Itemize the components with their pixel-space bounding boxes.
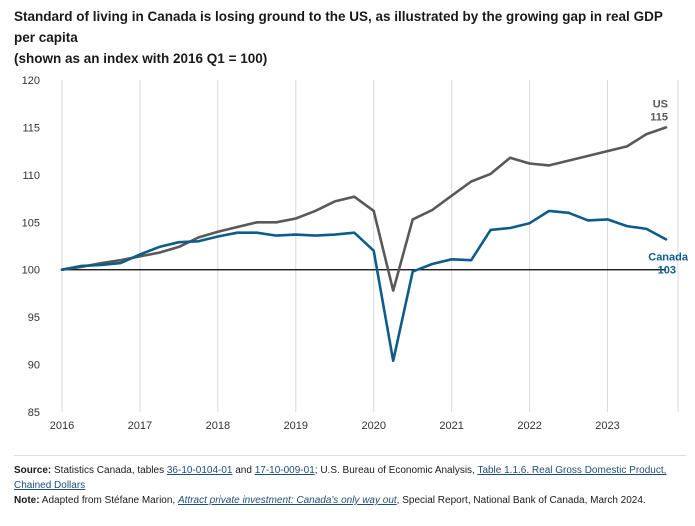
x-tick-label: 2017	[128, 420, 152, 432]
source-line: Source: Statistics Canada, tables 36-10-…	[14, 463, 686, 493]
chart-title-line1: Standard of living in Canada is losing g…	[14, 9, 663, 45]
x-tick-label: 2023	[595, 420, 619, 432]
x-tick-label: 2018	[206, 420, 230, 432]
x-tick-label: 2022	[517, 420, 541, 432]
source-text: ; U.S. Bureau of Economic Analysis,	[314, 465, 478, 476]
chart-title-line2: (shown as an index with 2016 Q1 = 100)	[14, 51, 268, 66]
series-line-us	[60, 126, 668, 292]
y-tick-label: 95	[28, 312, 40, 324]
note-label: Note:	[14, 495, 40, 506]
x-tick-label: 2019	[284, 420, 308, 432]
source-link-bea[interactable]: Table 1.1.6. Real Gross Domestic Product…	[14, 465, 667, 491]
x-tick-label: 2021	[439, 420, 463, 432]
y-tick-label: 85	[28, 407, 40, 419]
y-tick-label: 105	[22, 217, 40, 229]
source-text: and	[232, 465, 255, 476]
y-tick-label: 90	[28, 360, 40, 372]
note-text: Adapted from Stéfane Marion,	[39, 495, 178, 506]
y-tick-label: 110	[22, 170, 40, 182]
y-tick-label: 100	[22, 265, 40, 277]
y-tick-label: 115	[22, 122, 40, 134]
chart-title: Standard of living in Canada is losing g…	[14, 6, 684, 69]
x-tick-label: 2020	[361, 420, 385, 432]
series-name-label-us: US	[653, 98, 668, 110]
note-text: , Special Report, National Bank of Canad…	[396, 495, 646, 506]
series-end-value-canada: 103	[658, 264, 676, 276]
source-link-statcan-2[interactable]: 17-10-009-01	[254, 465, 315, 476]
x-tick-label: 2016	[50, 420, 74, 432]
source-text: Statistics Canada, tables	[51, 465, 167, 476]
series-line-canada	[60, 209, 668, 363]
note-link-report[interactable]: Attract private investment: Canada's onl…	[177, 495, 397, 506]
source-link-statcan-1[interactable]: 36-10-0104-01	[166, 465, 233, 476]
series-end-value-us: 115	[650, 111, 668, 123]
footer-divider	[14, 455, 686, 456]
note-line: Note: Adapted from Stéfane Marion, Attra…	[14, 493, 686, 508]
series-name-label-canada: Canada	[648, 251, 689, 263]
y-tick-label: 120	[22, 75, 40, 87]
chart-footer: Source: Statistics Canada, tables 36-10-…	[14, 463, 686, 508]
line-chart: 2016 2017 2018 2019 2020 2021 2022 2023 85 90 95 10…	[22, 75, 689, 432]
source-label: Source:	[14, 465, 52, 476]
